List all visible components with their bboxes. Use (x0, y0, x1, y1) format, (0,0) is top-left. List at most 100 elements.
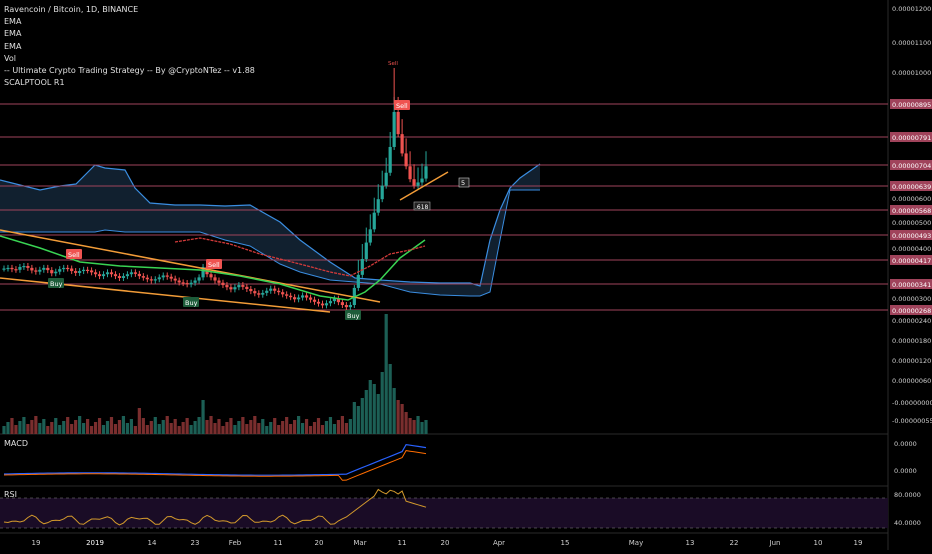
volume-bar-93 (372, 384, 376, 434)
candle-8 (34, 270, 38, 272)
time-tick-16: 10 (814, 539, 823, 547)
time-tick-7: Mar (353, 539, 366, 547)
candle-21 (86, 269, 90, 271)
volume-bar-45 (181, 422, 185, 434)
candle-19 (78, 271, 82, 273)
level-tag-text-0.00000268: 0.00000268 (892, 307, 931, 315)
candle-2 (10, 267, 14, 270)
time-tick-3: 23 (191, 539, 200, 547)
candle-81 (324, 303, 329, 306)
volume-bar-32 (129, 419, 133, 434)
candle-72 (289, 295, 293, 298)
indicator-scalptool[interactable]: SCALPTOOL R1 (4, 78, 65, 88)
price-tick--0.00000000-11: -0.00000000 (892, 399, 932, 407)
candle-67 (269, 288, 273, 291)
indicator-strategy[interactable]: -- Ultimate Crypto Trading Strategy -- B… (4, 66, 255, 76)
volume-bar-26 (105, 421, 110, 434)
volume-bar-3 (14, 425, 18, 434)
candle-95 (380, 185, 384, 200)
signal-text-0: Sell (68, 251, 80, 259)
candle-94 (376, 199, 380, 213)
candle-76 (304, 295, 309, 298)
level-tag-0.00000417 (890, 255, 932, 265)
candle-0 (2, 268, 6, 270)
candle-83 (332, 298, 337, 302)
volume-bar-48 (193, 421, 197, 434)
ema-fast-line (0, 235, 426, 301)
volume-bar-99 (396, 400, 400, 434)
volume-bar-103 (412, 420, 416, 434)
level-tag-0.00000493 (890, 230, 932, 240)
volume-bar-76 (304, 419, 309, 434)
symbol-title[interactable]: Ravencoin / Bitcoin, 1D, BINANCE (4, 5, 139, 14)
indicator-ema-3[interactable]: EMA (4, 41, 22, 51)
macd-pane-label[interactable]: MACD (4, 439, 28, 448)
cloud-area (0, 164, 540, 296)
rsi-pane-label[interactable]: RSI (4, 490, 17, 499)
candle-79 (316, 301, 321, 304)
candle-86 (344, 305, 348, 308)
candle-65 (261, 292, 265, 295)
volume-bar-82 (328, 417, 333, 434)
signal-top-sell: Sell (388, 61, 398, 67)
time-tick-5: 11 (274, 539, 283, 547)
volume-bar-61 (245, 424, 249, 434)
volume-bar-88 (352, 402, 356, 434)
volume-bar-12 (50, 422, 54, 434)
candle-87 (348, 305, 352, 308)
candle-105 (420, 178, 424, 183)
volume-bar-64 (257, 423, 261, 434)
candle-74 (297, 297, 301, 300)
candle-90 (360, 259, 364, 275)
candle-64 (257, 293, 261, 295)
cloud-upper-line (0, 163, 541, 287)
volume-bar-68 (273, 418, 277, 434)
candle-33 (133, 272, 137, 274)
volume-bar-97 (388, 364, 392, 434)
candle-101 (404, 153, 408, 167)
volume-bar-71 (285, 417, 289, 434)
volume-bar-92 (368, 380, 372, 434)
volume-bar-75 (300, 423, 305, 434)
candle-13 (54, 271, 58, 274)
indicator-vol[interactable]: Vol (4, 53, 16, 63)
price-tick-0.00000500-4: 0.00000500 (892, 219, 931, 227)
volume-bar-36 (145, 425, 149, 434)
volume-bar-101 (404, 412, 408, 434)
volume-bar-72 (289, 424, 293, 434)
trendline-upper (0, 229, 381, 303)
macd-tick-top: 0.0000 (894, 440, 917, 448)
signal-text-3: Buy (185, 299, 198, 307)
level-tag-0.00000895 (890, 99, 932, 109)
volume-bar-11 (46, 426, 50, 434)
candle-38 (153, 279, 157, 281)
volume-bar-81 (324, 421, 329, 434)
volume-bar-73 (293, 420, 297, 434)
volume-bar-27 (109, 417, 114, 434)
candle-7 (30, 267, 34, 271)
volume-bar-62 (249, 420, 253, 434)
volume-bar-41 (165, 416, 169, 434)
volume-bar-65 (261, 419, 265, 434)
indicator-ema-1[interactable]: EMA (4, 17, 22, 27)
volume-bar-10 (42, 419, 46, 434)
signal-badge-3 (183, 297, 199, 307)
candle-36 (145, 277, 149, 280)
candle-28 (113, 274, 118, 277)
indicator-ema-2[interactable]: EMA (4, 29, 22, 39)
level-tag-0.00000341 (890, 279, 932, 289)
candle-55 (221, 282, 225, 286)
candle-70 (281, 292, 285, 295)
candle-32 (129, 272, 133, 275)
candle-91 (364, 242, 368, 260)
volume-bar-18 (74, 420, 78, 434)
candle-1 (6, 267, 10, 270)
ema-slow-line (174, 237, 426, 277)
price-tick-0.00000240-7: 0.00000240 (892, 317, 931, 325)
volume-bar-46 (185, 418, 189, 434)
price-tick-0.00000120-9: 0.00000120 (892, 357, 931, 365)
candle-100 (400, 134, 404, 154)
volume-bar-54 (217, 419, 221, 434)
